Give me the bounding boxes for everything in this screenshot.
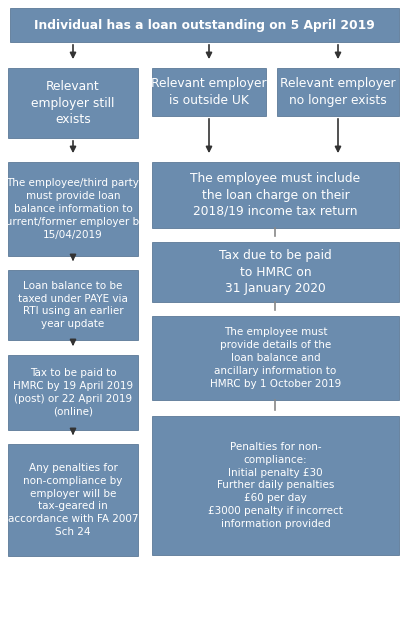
Text: The employee must
provide details of the
loan balance and
ancillary information : The employee must provide details of the… bbox=[210, 327, 341, 389]
FancyBboxPatch shape bbox=[152, 416, 399, 555]
Text: Penalties for non-
compliance:
Initial penalty £30
Further daily penalties
£60 p: Penalties for non- compliance: Initial p… bbox=[208, 442, 343, 529]
FancyBboxPatch shape bbox=[152, 68, 266, 116]
Text: Relevant employer
no longer exists: Relevant employer no longer exists bbox=[280, 77, 396, 106]
Text: Tax due to be paid
to HMRC on
31 January 2020: Tax due to be paid to HMRC on 31 January… bbox=[219, 249, 332, 295]
FancyBboxPatch shape bbox=[152, 162, 399, 228]
Text: Any penalties for
non-compliance by
employer will be
tax-geared in
accordance wi: Any penalties for non-compliance by empl… bbox=[8, 463, 138, 537]
FancyBboxPatch shape bbox=[152, 242, 399, 302]
FancyBboxPatch shape bbox=[8, 68, 138, 138]
Text: Tax to be paid to
HMRC by 19 April 2019
(post) or 22 April 2019
(online): Tax to be paid to HMRC by 19 April 2019 … bbox=[13, 368, 133, 417]
Text: Relevant
employer still
exists: Relevant employer still exists bbox=[31, 80, 115, 126]
Text: Loan balance to be
taxed under PAYE via
RTI using an earlier
year update: Loan balance to be taxed under PAYE via … bbox=[18, 281, 128, 329]
FancyBboxPatch shape bbox=[152, 316, 399, 400]
Text: The employee/third party
must provide loan
balance information to
current/former: The employee/third party must provide lo… bbox=[0, 178, 146, 240]
FancyBboxPatch shape bbox=[8, 355, 138, 430]
FancyBboxPatch shape bbox=[8, 162, 138, 256]
FancyBboxPatch shape bbox=[8, 270, 138, 340]
Text: Individual has a loan outstanding on 5 April 2019: Individual has a loan outstanding on 5 A… bbox=[34, 19, 375, 32]
FancyBboxPatch shape bbox=[8, 444, 138, 556]
Text: The employee must include
the loan charge on their
2018/19 income tax return: The employee must include the loan charg… bbox=[191, 172, 361, 218]
FancyBboxPatch shape bbox=[10, 8, 399, 42]
Text: Relevant employer
is outside UK: Relevant employer is outside UK bbox=[151, 77, 267, 106]
FancyBboxPatch shape bbox=[277, 68, 399, 116]
